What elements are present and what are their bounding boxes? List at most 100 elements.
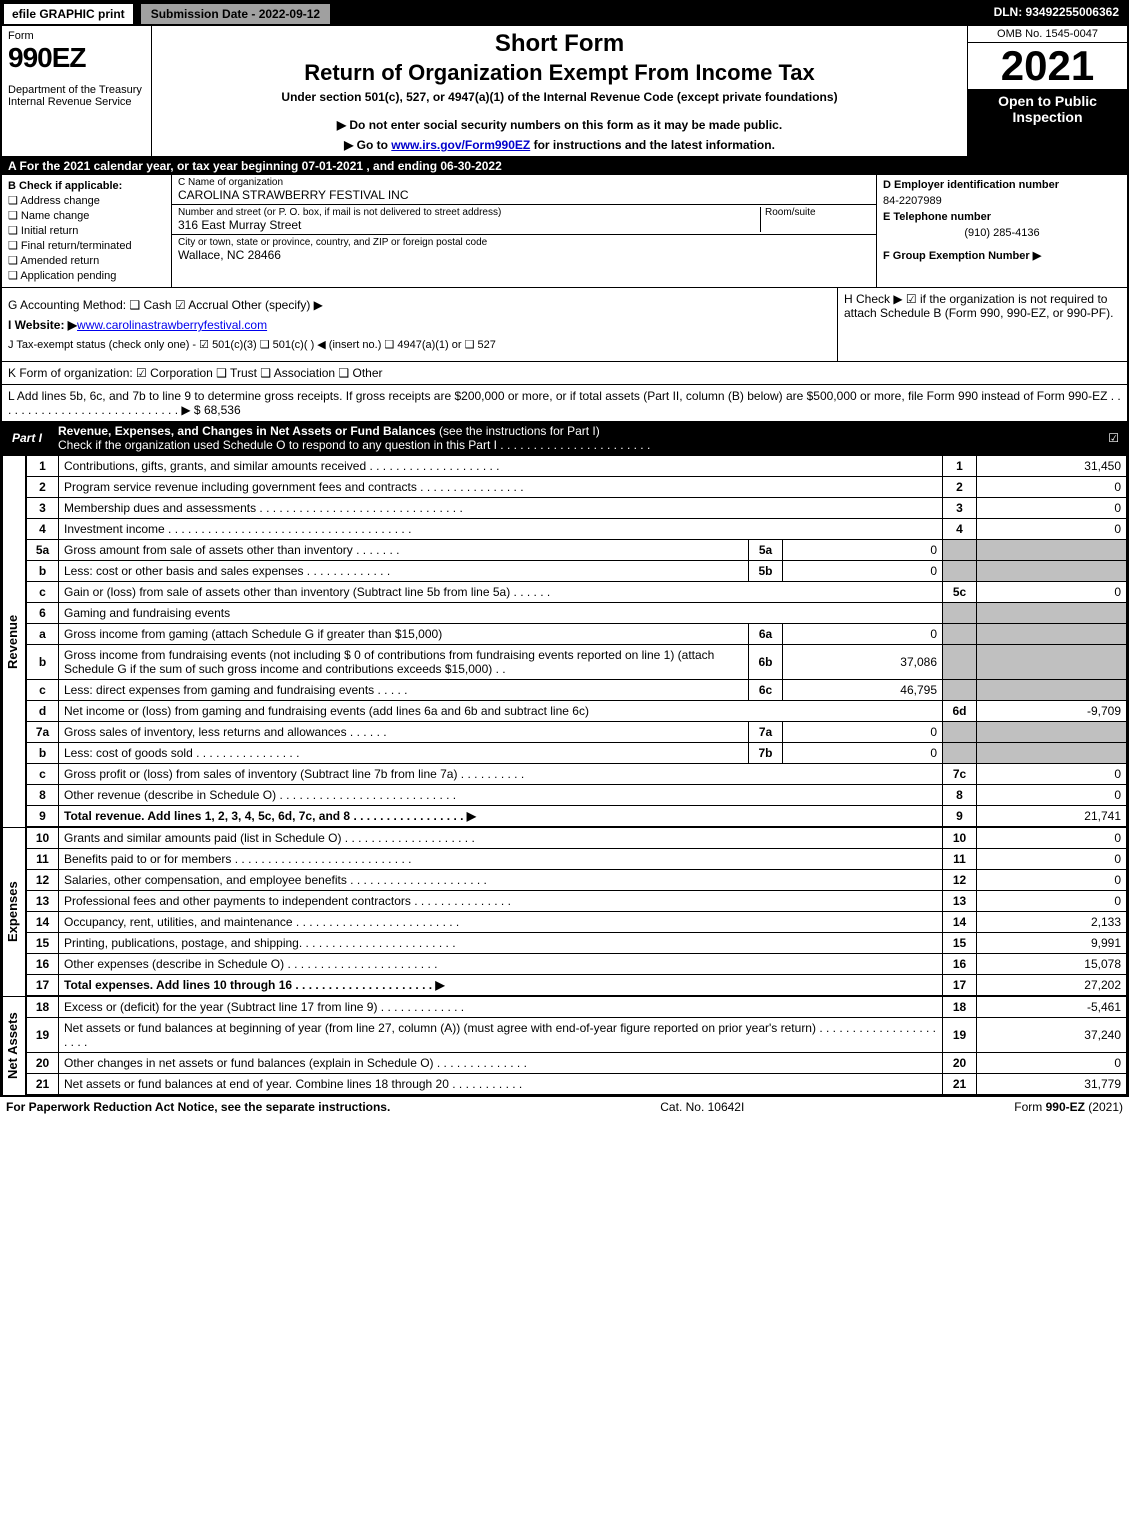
line-4: 4Investment income . . . . . . . . . . .… <box>27 519 1127 540</box>
line-6c: cLess: direct expenses from gaming and f… <box>27 680 1127 701</box>
row-a-tax-year: A For the 2021 calendar year, or tax yea… <box>2 157 1127 175</box>
line-l-gross-receipts: L Add lines 5b, 6c, and 7b to line 9 to … <box>2 385 1127 421</box>
city-value: Wallace, NC 28466 <box>178 248 870 262</box>
part-1-checkbox[interactable]: ☑ <box>1108 431 1127 445</box>
line-j-tax-exempt: J Tax-exempt status (check only one) - ☑… <box>8 338 831 351</box>
line-21: 21Net assets or fund balances at end of … <box>27 1074 1127 1095</box>
line-6: 6Gaming and fundraising events <box>27 603 1127 624</box>
efile-print-button[interactable]: efile GRAPHIC print <box>2 2 135 26</box>
paperwork-notice: For Paperwork Reduction Act Notice, see … <box>6 1100 390 1114</box>
line-11: 11Benefits paid to or for members . . . … <box>27 849 1127 870</box>
chk-name-change[interactable]: Name change <box>8 209 165 222</box>
expenses-section: Expenses 10Grants and similar amounts pa… <box>2 827 1127 996</box>
line-9: 9Total revenue. Add lines 1, 2, 3, 4, 5c… <box>27 806 1127 827</box>
line-8: 8Other revenue (describe in Schedule O) … <box>27 785 1127 806</box>
header-right: OMB No. 1545-0047 2021 Open to Public In… <box>967 26 1127 156</box>
return-title: Return of Organization Exempt From Incom… <box>160 60 959 86</box>
line-5a: 5aGross amount from sale of assets other… <box>27 540 1127 561</box>
section-ghij: G Accounting Method: ❑ Cash ☑ Accrual Ot… <box>2 288 1127 362</box>
submission-date: Submission Date - 2022-09-12 <box>139 2 332 26</box>
line-k-form-of-org: K Form of organization: ☑ Corporation ❑ … <box>2 362 1127 385</box>
department-label: Department of the Treasury Internal Reve… <box>8 84 145 108</box>
irs-link[interactable]: www.irs.gov/Form990EZ <box>391 138 530 152</box>
column-c-org-info: C Name of organization CAROLINA STRAWBER… <box>172 175 877 287</box>
form-word: Form <box>8 30 145 42</box>
line-17-desc: Total expenses. Add lines 10 through 16 … <box>64 978 445 992</box>
section-bcd: B Check if applicable: Address change Na… <box>2 175 1127 288</box>
tel-label: E Telephone number <box>883 211 1121 223</box>
header-center: Short Form Return of Organization Exempt… <box>152 26 967 156</box>
org-name: CAROLINA STRAWBERRY FESTIVAL INC <box>178 188 870 202</box>
expenses-label-vertical: Expenses <box>2 827 26 996</box>
line-14: 14Occupancy, rent, utilities, and mainte… <box>27 912 1127 933</box>
revenue-label-vertical: Revenue <box>2 455 26 827</box>
line-6b: bGross income from fundraising events (n… <box>27 645 1127 680</box>
line-3: 3Membership dues and assessments . . . .… <box>27 498 1127 519</box>
form-header: Form 990EZ Department of the Treasury In… <box>2 26 1127 157</box>
line-12: 12Salaries, other compensation, and empl… <box>27 870 1127 891</box>
under-section-text: Under section 501(c), 527, or 4947(a)(1)… <box>160 90 959 104</box>
short-form-title: Short Form <box>160 30 959 58</box>
line-g-accounting: G Accounting Method: ❑ Cash ☑ Accrual Ot… <box>8 298 831 312</box>
chk-application-pending[interactable]: Application pending <box>8 269 165 282</box>
group-exemption-label: F Group Exemption Number ▶ <box>883 249 1121 262</box>
form-container: efile GRAPHIC print Submission Date - 20… <box>0 0 1129 1097</box>
net-assets-label-vertical: Net Assets <box>2 996 26 1095</box>
line-17: 17Total expenses. Add lines 10 through 1… <box>27 975 1127 996</box>
line-20: 20Other changes in net assets or fund ba… <box>27 1053 1127 1074</box>
form-number: 990EZ <box>8 42 145 74</box>
dln-label: DLN: 93492255006362 <box>986 2 1127 26</box>
part-1-title-bold: Revenue, Expenses, and Changes in Net As… <box>58 424 436 438</box>
top-bar: efile GRAPHIC print Submission Date - 20… <box>2 2 1127 26</box>
line-19: 19Net assets or fund balances at beginni… <box>27 1018 1127 1053</box>
header-left: Form 990EZ Department of the Treasury In… <box>2 26 152 156</box>
part-1-header: Part I Revenue, Expenses, and Changes in… <box>2 421 1127 455</box>
line-13: 13Professional fees and other payments t… <box>27 891 1127 912</box>
line-5b: bLess: cost or other basis and sales exp… <box>27 561 1127 582</box>
ein-label: D Employer identification number <box>883 179 1121 191</box>
revenue-table: 1Contributions, gifts, grants, and simil… <box>26 455 1127 827</box>
street-label: Number and street (or P. O. box, if mail… <box>178 207 760 218</box>
page-footer: For Paperwork Reduction Act Notice, see … <box>0 1097 1129 1117</box>
goto-pre: ▶ Go to <box>344 138 391 152</box>
goto-line: ▶ Go to www.irs.gov/Form990EZ for instru… <box>160 138 959 152</box>
street-value: 316 East Murray Street <box>178 218 760 232</box>
line-7b: bLess: cost of goods sold . . . . . . . … <box>27 743 1127 764</box>
line-7a: 7aGross sales of inventory, less returns… <box>27 722 1127 743</box>
line-18: 18Excess or (deficit) for the year (Subt… <box>27 997 1127 1018</box>
chk-address-change[interactable]: Address change <box>8 194 165 207</box>
line-5c: cGain or (loss) from sale of assets othe… <box>27 582 1127 603</box>
open-to-public: Open to Public Inspection <box>968 89 1127 156</box>
line-6d: dNet income or (loss) from gaming and fu… <box>27 701 1127 722</box>
revenue-section: Revenue 1Contributions, gifts, grants, a… <box>2 455 1127 827</box>
line-1: 1Contributions, gifts, grants, and simil… <box>27 456 1127 477</box>
line-h-schedule-b: H Check ▶ ☑ if the organization is not r… <box>844 292 1121 320</box>
part-1-label: Part I <box>2 428 52 448</box>
line-7c: cGross profit or (loss) from sales of in… <box>27 764 1127 785</box>
room-label: Room/suite <box>765 207 870 218</box>
city-label: City or town, state or province, country… <box>178 237 870 248</box>
col-b-head: B Check if applicable: <box>8 180 165 192</box>
chk-final-return[interactable]: Final return/terminated <box>8 239 165 252</box>
line-2: 2Program service revenue including gover… <box>27 477 1127 498</box>
form-reference: Form 990-EZ (2021) <box>1014 1100 1123 1114</box>
column-d-ein-tel: D Employer identification number 84-2207… <box>877 175 1127 287</box>
line-15: 15Printing, publications, postage, and s… <box>27 933 1127 954</box>
line-10: 10Grants and similar amounts paid (list … <box>27 828 1127 849</box>
goto-post: for instructions and the latest informat… <box>530 138 775 152</box>
line-i-website: I Website: ▶www.carolinastrawberryfestiv… <box>8 318 831 332</box>
expenses-table: 10Grants and similar amounts paid (list … <box>26 827 1127 996</box>
part-1-title-rest: (see the instructions for Part I) <box>436 424 600 438</box>
ssn-warning: ▶ Do not enter social security numbers o… <box>160 118 959 132</box>
line-6a: aGross income from gaming (attach Schedu… <box>27 624 1127 645</box>
website-link[interactable]: www.carolinastrawberryfestival.com <box>77 318 267 332</box>
tel-value: (910) 285-4136 <box>883 227 1121 239</box>
part-1-sub: Check if the organization used Schedule … <box>58 438 650 452</box>
line-16: 16Other expenses (describe in Schedule O… <box>27 954 1127 975</box>
ein-value: 84-2207989 <box>883 195 1121 207</box>
chk-amended-return[interactable]: Amended return <box>8 254 165 267</box>
omb-number: OMB No. 1545-0047 <box>968 26 1127 43</box>
website-label: I Website: ▶ <box>8 318 77 332</box>
chk-initial-return[interactable]: Initial return <box>8 224 165 237</box>
org-name-label: C Name of organization <box>178 177 870 188</box>
